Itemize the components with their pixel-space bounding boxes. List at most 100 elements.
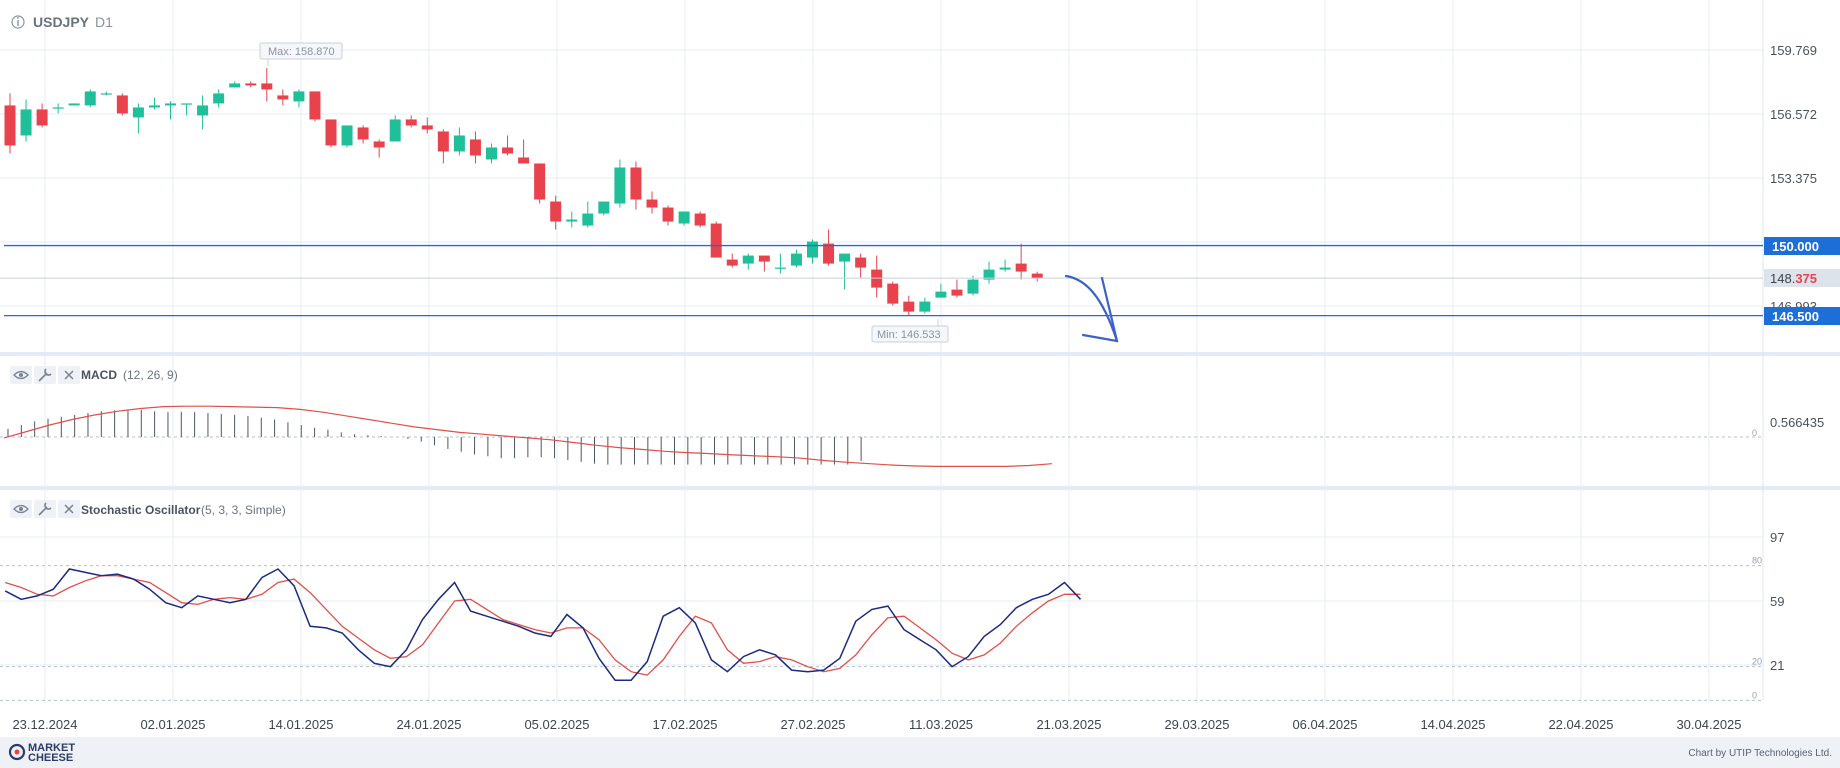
candle <box>421 117 433 134</box>
candle-body <box>132 107 144 118</box>
visibility-icon[interactable] <box>10 366 32 384</box>
candle <box>566 211 578 228</box>
current-price-suffix: 375 <box>1795 271 1817 286</box>
date-label-2: 14.01.2025 <box>268 717 333 732</box>
candle-body <box>983 269 995 280</box>
min-marker: Min: 146.533 <box>871 319 949 343</box>
candle <box>919 297 931 314</box>
date-label-8: 21.03.2025 <box>1036 717 1101 732</box>
candle <box>823 229 835 266</box>
candle-body <box>213 93 225 104</box>
horizontal-levels[interactable] <box>4 244 1763 317</box>
panel-separator-stochastic[interactable] <box>0 486 1840 490</box>
candle-body <box>181 103 193 105</box>
visibility-icon[interactable] <box>10 500 32 518</box>
candle <box>502 135 514 156</box>
settings-wrench-icon[interactable] <box>34 500 56 518</box>
date-label-7: 11.03.2025 <box>909 717 973 732</box>
candle <box>534 163 546 204</box>
macd-header: MACD (12, 26, 9) <box>10 366 178 384</box>
candle <box>774 253 786 274</box>
level-badge-150-text: 150.000 <box>1772 239 1819 254</box>
candle-body <box>839 253 851 262</box>
candle-body <box>823 243 835 264</box>
candle-body <box>148 105 160 108</box>
candle <box>100 91 112 96</box>
level-badge-146-5[interactable]: 146.500 <box>1764 307 1840 325</box>
candlestick-series <box>4 67 1043 315</box>
vertical-grid <box>44 0 1710 703</box>
candle <box>871 255 883 298</box>
candle-body <box>646 199 658 208</box>
close-icon[interactable] <box>58 500 80 518</box>
candle <box>999 259 1011 272</box>
candle-body <box>678 211 690 224</box>
date-label-11: 14.04.2025 <box>1420 717 1485 732</box>
candle-body <box>437 131 449 152</box>
candle <box>4 93 16 154</box>
candle-body <box>518 157 530 164</box>
candle <box>694 211 706 228</box>
candle <box>148 97 160 110</box>
candle <box>405 115 417 128</box>
macd-title: MACD <box>81 368 117 382</box>
candle-body <box>1031 273 1043 279</box>
candle <box>84 89 96 108</box>
panel-separator-macd[interactable] <box>0 352 1840 356</box>
candle-body <box>52 107 64 109</box>
candle-body <box>871 269 883 288</box>
horizontal-grid <box>0 49 1763 307</box>
level-badge-150[interactable]: 150.000 <box>1764 237 1840 255</box>
stochastic-params: (5, 3, 3, Simple) <box>201 503 286 517</box>
date-label-3: 24.01.2025 <box>396 717 461 732</box>
date-label-6: 27.02.2025 <box>780 717 845 732</box>
candle-body <box>598 201 610 214</box>
date-label-10: 06.04.2025 <box>1292 717 1357 732</box>
candle <box>116 93 128 116</box>
stochastic-k-line <box>4 568 1082 681</box>
brand-line-1: MARKET <box>28 742 75 754</box>
candle-body <box>790 253 802 266</box>
candle <box>614 159 626 208</box>
candle <box>710 221 722 258</box>
candle <box>389 115 401 142</box>
market-cheese-logo[interactable]: MARKET CHEESE <box>8 742 75 764</box>
info-icon[interactable] <box>11 15 25 29</box>
candle <box>550 195 562 230</box>
current-price-prefix: 148. <box>1770 271 1795 286</box>
candle-body <box>469 139 481 156</box>
candle-body <box>68 103 80 106</box>
stochastic-d-line <box>5 575 1081 676</box>
candle <box>790 249 802 268</box>
macd-panel: MACD (12, 26, 9) 0 0.566435 <box>0 366 1824 467</box>
candle-body <box>341 125 353 146</box>
date-axis: 23.12.2024 02.01.2025 14.01.2025 24.01.2025… <box>12 717 1741 732</box>
min-marker-text: Min: 146.533 <box>877 329 941 341</box>
candle <box>967 275 979 296</box>
date-label-4: 05.02.2025 <box>524 717 589 732</box>
candle-body <box>935 291 947 298</box>
stochastic-levels: 80 20 0 <box>0 556 1763 701</box>
settings-wrench-icon[interactable] <box>34 366 56 384</box>
candle <box>213 89 225 108</box>
candle-body <box>566 219 578 222</box>
candle <box>132 103 144 134</box>
candle <box>197 95 209 130</box>
candle <box>630 161 642 210</box>
brand-line-2: CHEESE <box>28 752 73 764</box>
candle-body <box>389 119 401 142</box>
candle-body <box>726 259 738 266</box>
candle <box>839 253 851 290</box>
stochastic-header: Stochastic Oscillator (5, 3, 3, Simple) <box>10 500 286 518</box>
candle <box>165 101 176 120</box>
candle-body <box>261 83 273 90</box>
forecast-arrow[interactable] <box>1064 274 1119 343</box>
candle-body <box>486 147 497 160</box>
close-icon[interactable] <box>58 366 80 384</box>
candle-body <box>710 223 722 258</box>
candle <box>1015 243 1027 280</box>
candle-body <box>357 127 369 140</box>
candle <box>758 255 770 272</box>
candle-body <box>245 83 257 86</box>
candle-body <box>582 213 594 226</box>
